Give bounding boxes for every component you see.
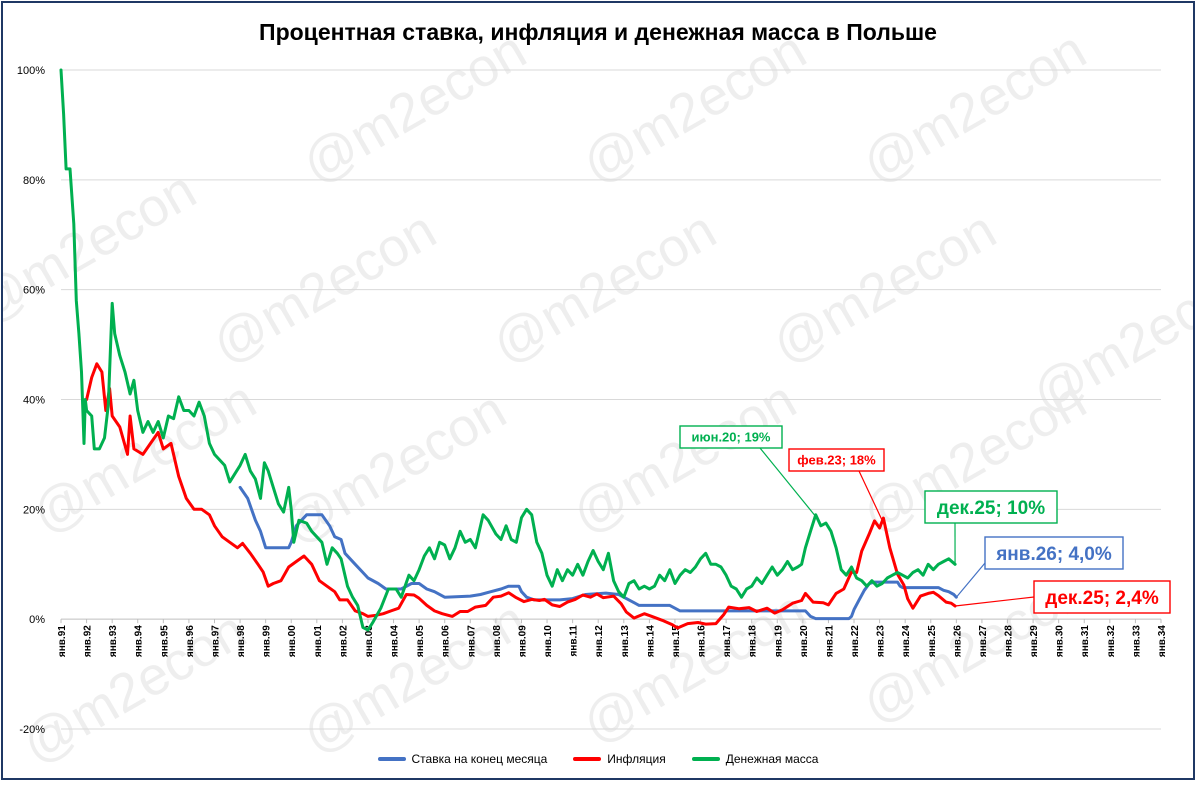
watermark-text: @m2econ xyxy=(22,370,266,545)
x-tick-label: янв.25 xyxy=(927,625,938,657)
x-tick-label: янв.99 xyxy=(262,625,273,657)
watermark-text: @m2econ xyxy=(482,200,726,375)
chart-plot: @m2econ @m2econ @m2econ@m2econ@m2econ @m2ec… xyxy=(3,20,1193,775)
watermark-text: @m2econ xyxy=(202,200,446,375)
x-tick-label: янв.31 xyxy=(1080,625,1091,657)
x-tick-label: янв.08 xyxy=(492,625,503,657)
x-tick-label: янв.10 xyxy=(543,625,554,657)
watermark-text: @m2econ xyxy=(852,20,1096,195)
annotation-leader xyxy=(759,447,815,516)
annotation-label: дек.25; 2,4% xyxy=(1045,588,1159,609)
x-tick-label: янв.01 xyxy=(313,625,324,657)
x-tick-label: янв.09 xyxy=(517,625,528,657)
x-tick-label: янв.32 xyxy=(1106,625,1117,657)
series-money-supply-line xyxy=(59,68,957,632)
x-tick-label: янв.02 xyxy=(338,625,349,657)
annotation-leader xyxy=(955,596,1035,607)
annotation-label: фев.23; 18% xyxy=(797,453,876,468)
x-tick-label: янв.97 xyxy=(210,625,221,657)
x-tick-label: янв.27 xyxy=(978,625,989,657)
x-tick-label: янв.14 xyxy=(645,625,656,657)
x-tick-label: янв.29 xyxy=(1029,625,1040,657)
annotation-leader xyxy=(955,562,986,598)
annotation-box xyxy=(788,448,885,472)
annotation-box xyxy=(1033,580,1171,614)
x-tick-label: янв.21 xyxy=(824,625,835,657)
y-tick-label: 40% xyxy=(23,395,45,407)
x-tick-label: янв.13 xyxy=(620,625,631,657)
legend-item: Денежная масса xyxy=(691,752,819,766)
annotation-label: июн.20; 19% xyxy=(692,430,771,445)
x-tick-label: янв.24 xyxy=(901,625,912,657)
legend-item: Инфляция xyxy=(573,752,666,766)
y-tick-label: 80% xyxy=(23,175,45,187)
x-tick-label: янв.28 xyxy=(1004,625,1015,657)
x-tick-label: янв.18 xyxy=(748,625,759,657)
y-tick-label: 60% xyxy=(23,285,45,297)
x-tick-label: янв.07 xyxy=(466,625,477,657)
legend-swatch xyxy=(573,757,602,761)
legend-label: Денежная масса xyxy=(725,752,819,766)
y-tick-label: 20% xyxy=(23,504,45,516)
legend-label: Инфляция xyxy=(607,752,666,766)
watermark-text: @m2econ xyxy=(762,200,1006,375)
chart-legend: Ставка на конец месяца Инфляция Денежная м… xyxy=(3,752,1193,766)
x-tick-label: янв.04 xyxy=(390,625,401,657)
annotation-box xyxy=(679,425,783,449)
legend-swatch xyxy=(691,757,720,761)
x-tick-label: янв.23 xyxy=(876,625,887,657)
x-tick-label: янв.12 xyxy=(594,625,605,657)
watermark-text: @m2econ xyxy=(292,590,536,765)
y-tick-label: -20% xyxy=(19,724,45,736)
x-tick-label: янв.17 xyxy=(722,625,733,657)
x-tick-label: янв.22 xyxy=(850,625,861,657)
x-tick-label: янв.93 xyxy=(108,625,119,657)
x-tick-label: янв.16 xyxy=(697,625,708,657)
x-tick-label: янв.05 xyxy=(415,625,426,657)
watermark-text: @m2econ xyxy=(572,20,816,195)
x-tick-label: янв.00 xyxy=(287,625,298,657)
x-tick-label: янв.19 xyxy=(773,625,784,657)
watermark-text: @m2econ xyxy=(292,20,536,195)
x-tick-label: янв.26 xyxy=(952,625,963,657)
x-tick-label: янв.06 xyxy=(441,625,452,657)
x-tick-label: янв.92 xyxy=(83,625,94,657)
watermark-text: @m2econ xyxy=(562,370,806,545)
x-tick-label: янв.34 xyxy=(1157,625,1168,657)
series-inflation-line xyxy=(85,362,957,630)
x-tick-label: янв.11 xyxy=(569,625,580,657)
x-tick-label: янв.30 xyxy=(1055,625,1066,657)
series-rate-line xyxy=(238,485,958,621)
x-tick-label: янв.03 xyxy=(364,625,375,657)
annotation-box xyxy=(924,490,1058,524)
y-tick-label: 0% xyxy=(29,614,45,626)
chart-title: Процентная ставка, инфляция и денежная м… xyxy=(259,19,937,45)
annotation-box xyxy=(984,536,1124,570)
x-tick-label: янв.33 xyxy=(1131,625,1142,657)
y-tick-label: 100% xyxy=(17,65,45,77)
legend-swatch xyxy=(377,757,406,761)
x-tick-label: янв.94 xyxy=(134,625,145,657)
x-tick-label: янв.98 xyxy=(236,625,247,657)
legend-item: Ставка на конец месяца xyxy=(377,752,548,766)
x-tick-label: янв.95 xyxy=(159,625,170,657)
legend-label: Ставка на конец месяца xyxy=(411,752,548,766)
x-tick-label: янв.15 xyxy=(671,625,682,657)
annotation-label: дек.25; 10% xyxy=(937,498,1045,519)
annotation-label: янв.26; 4,0% xyxy=(995,544,1112,565)
annotation-leader xyxy=(858,470,883,521)
x-tick-label: янв.20 xyxy=(799,625,810,657)
x-tick-label: янв.96 xyxy=(185,625,196,657)
x-tick-label: янв.91 xyxy=(57,625,68,657)
